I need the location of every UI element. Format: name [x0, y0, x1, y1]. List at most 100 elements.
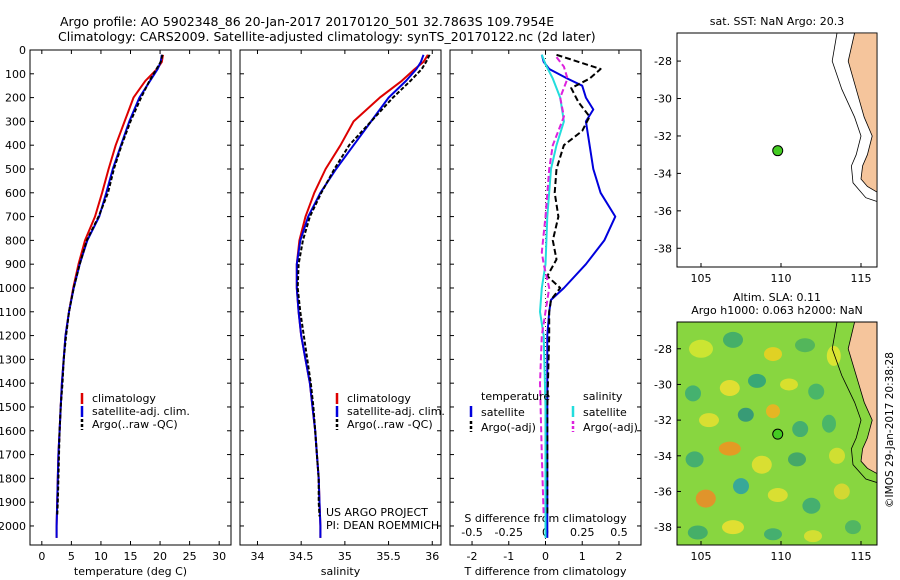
x-tick-label: 36 — [425, 550, 439, 563]
lat-tick-label: -38 — [654, 521, 672, 534]
sla-anomaly-blob — [845, 520, 861, 535]
sla-anomaly-blob — [764, 347, 782, 362]
bathymetry-contour — [831, 322, 877, 483]
sla-anomaly-blob — [788, 452, 806, 467]
project-note-line2: PI: DEAN ROEMMICH — [326, 519, 439, 532]
x-axis-label: T difference from climatology — [464, 565, 627, 578]
y-tick-label: 500 — [5, 163, 26, 176]
y-tick-label: 1800 — [0, 472, 26, 485]
sla-anomaly-blob — [689, 339, 713, 358]
land-area — [847, 32, 878, 193]
lat-tick-label: -34 — [654, 450, 672, 463]
x-axis-label: temperature (deg C) — [74, 565, 187, 578]
x-tick-label: 10 — [94, 550, 108, 563]
map-title: Argo h1000: 0.063 h2000: NaN — [691, 304, 863, 317]
legend-label: climatology — [92, 392, 156, 405]
sla-anomaly-blob — [723, 331, 743, 348]
y-tick-label: 1600 — [0, 425, 26, 438]
lat-tick-label: -36 — [654, 205, 672, 218]
figure-title-line1: Argo profile: AO 5902348_86 20-Jan-2017 … — [60, 14, 555, 29]
top-tick-label: 0.25 — [570, 526, 595, 539]
x-tick-label: 25 — [183, 550, 197, 563]
lon-tick-label: 110 — [771, 550, 792, 563]
sla-anomaly-blob — [719, 380, 740, 397]
legend-label: Argo(..raw -QC) — [92, 418, 178, 431]
y-tick-label: 1400 — [0, 377, 26, 390]
x-tick-label: 1 — [579, 550, 586, 563]
lat-tick-label: -30 — [654, 93, 672, 106]
sla-anomaly-blob — [833, 483, 850, 500]
float-position-marker — [772, 145, 784, 157]
x-tick-label: 35 — [338, 550, 352, 563]
credit-text: ©IMOS 29-Jan-2017 20:38:28 — [884, 352, 896, 508]
lat-tick-label: -28 — [654, 55, 672, 68]
sla-anomaly-blob — [699, 413, 719, 428]
sla-anomaly-blob — [718, 441, 741, 456]
lat-tick-label: -30 — [654, 378, 672, 391]
map-title: sat. SST: NaN Argo: 20.3 — [710, 15, 844, 28]
legend-label: Argo(-adj) — [481, 421, 536, 434]
series-line-argo--adj- — [539, 56, 569, 517]
float-position-marker — [772, 428, 784, 440]
legend-label: satellite — [583, 406, 627, 419]
legend-label: Argo(..raw -QC) — [347, 418, 433, 431]
map-frame — [676, 321, 878, 546]
x-tick-label: 20 — [153, 550, 167, 563]
legend-label: Argo(-adj) — [583, 421, 638, 434]
sla-anomaly-blob — [685, 451, 704, 468]
sla-anomaly-blob — [737, 407, 754, 422]
lon-tick-label: 115 — [851, 272, 872, 285]
figure-title-line2: Climatology: CARS2009. Satellite-adjuste… — [58, 29, 596, 44]
sla-anomaly-blob — [764, 528, 782, 541]
sla-anomaly-blob — [804, 530, 822, 543]
sla-anomaly-blob — [767, 488, 788, 503]
legend-label: satellite-adj. clim. — [92, 405, 190, 418]
x-tick-label: 5 — [68, 550, 75, 563]
sla-anomaly-blob — [792, 421, 809, 438]
sla-anomaly-blob — [695, 489, 716, 508]
sla-anomaly-blob — [766, 404, 780, 419]
x-tick-label: 30 — [212, 550, 226, 563]
legend-label: satellite — [481, 406, 525, 419]
land-area — [847, 322, 877, 475]
bathymetry-contour — [831, 32, 878, 202]
legend-header: salinity — [583, 390, 623, 403]
lon-tick-label: 110 — [771, 272, 792, 285]
sla-anomaly-blob — [829, 447, 845, 464]
y-tick-label: 200 — [5, 92, 26, 105]
lat-tick-label: -32 — [654, 130, 672, 143]
y-tick-label: 1000 — [0, 282, 26, 295]
y-tick-label: 400 — [5, 139, 26, 152]
y-tick-label: 1700 — [0, 449, 26, 462]
sla-anomaly-blob — [802, 497, 821, 514]
lat-tick-label: -32 — [654, 414, 672, 427]
sla-anomaly-blob — [685, 385, 701, 402]
top-tick-label: -0.25 — [495, 526, 523, 539]
lon-tick-label: 105 — [691, 272, 712, 285]
sla-anomaly-blob — [722, 520, 744, 535]
y-tick-label: 100 — [5, 68, 26, 81]
y-tick-label: 2000 — [0, 520, 26, 533]
sla-anomaly-blob — [826, 345, 841, 366]
y-tick-label: 800 — [5, 234, 26, 247]
legend-header: temperature — [481, 390, 550, 403]
sla-anomaly-blob — [733, 478, 749, 495]
x-tick-label: -2 — [467, 550, 478, 563]
lat-tick-label: -38 — [654, 242, 672, 255]
sla-anomaly-blob — [822, 414, 836, 433]
series-line-argo--adj- — [546, 53, 602, 517]
top-tick-label: 0.5 — [610, 526, 628, 539]
y-tick-label: 1300 — [0, 353, 26, 366]
sla-anomaly-blob — [795, 338, 815, 353]
lat-tick-label: -36 — [654, 485, 672, 498]
y-tick-label: 1100 — [0, 306, 26, 319]
y-tick-label: 900 — [5, 258, 26, 271]
legend-label: climatology — [347, 392, 411, 405]
sla-anomaly-blob — [748, 373, 766, 388]
x-tick-label: 0 — [542, 550, 549, 563]
lon-tick-label: 115 — [851, 550, 872, 563]
salinity-panel: 34 34.5 35 35.5 36 salinity climatologysatelli… — [239, 49, 445, 578]
project-note-line1: US ARGO PROJECT — [326, 506, 428, 519]
x-tick-label: 34.5 — [289, 550, 314, 563]
